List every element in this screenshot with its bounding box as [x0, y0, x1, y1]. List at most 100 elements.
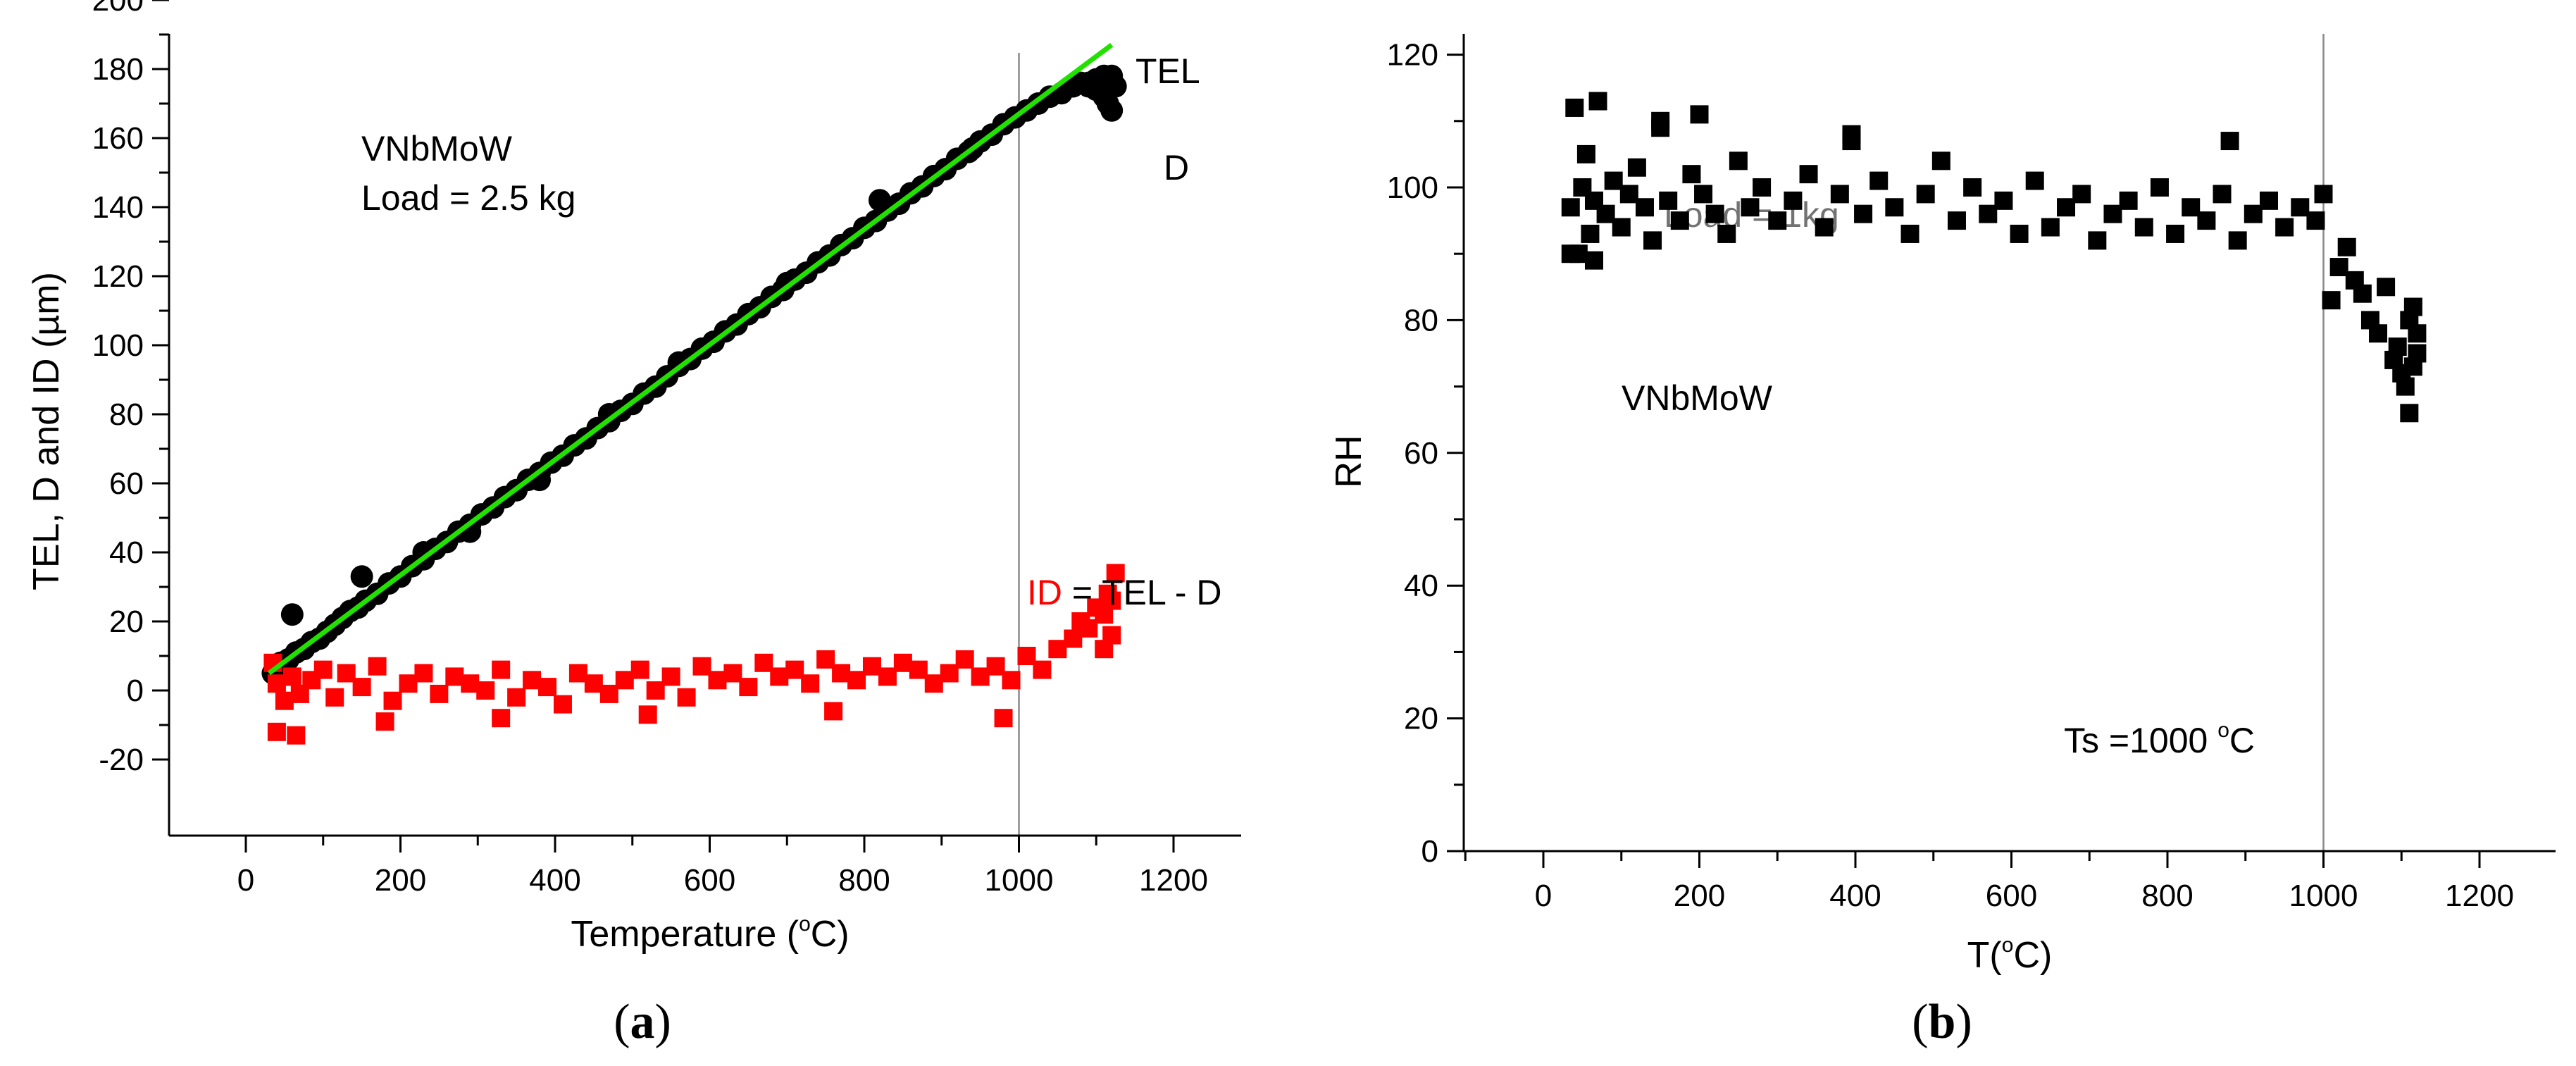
- data-point-id: [267, 674, 286, 693]
- data-point-id: [275, 691, 294, 710]
- data-point-id: [940, 664, 959, 683]
- data-point-id: [1064, 629, 1083, 648]
- data-point-rh: [2220, 132, 2239, 151]
- data-point-rh: [2314, 185, 2333, 204]
- x-tick-label: 0: [1535, 879, 1552, 913]
- data-point-rh: [1916, 185, 1935, 204]
- data-point-id: [492, 709, 511, 728]
- data-point-d: [350, 565, 373, 588]
- data-point-id: [723, 664, 742, 683]
- y-tick-label: 120: [1387, 38, 1438, 73]
- y-tick-label: 160: [92, 121, 144, 156]
- panel-a-chart: 0 200 400 600 800 1000 1200 -20 0 20 40 60 80 100 120 1…: [26, 0, 1241, 1049]
- data-point-rh: [1612, 218, 1631, 237]
- data-point-rh: [1596, 204, 1615, 223]
- data-point-rh: [1979, 204, 1998, 223]
- panel-b-chart: 0 200 400 600 800 1000 1200 0 20 40 60 80 100 120 Loa…: [1329, 34, 2556, 1049]
- data-point-id: [971, 667, 990, 686]
- panel-a-alloy-label: VNbMoW: [361, 129, 513, 168]
- panel-b-xlabel-degree: o: [2002, 934, 2014, 957]
- panel-a-caption-letter: a: [630, 995, 655, 1049]
- y-tick-label: 0: [1421, 834, 1438, 869]
- y-tick-label: 100: [1387, 171, 1438, 205]
- data-point-rh: [2388, 337, 2407, 357]
- data-point-rh: [2329, 258, 2348, 277]
- data-point-id: [1079, 619, 1098, 638]
- panel-b-ts-end: C: [2229, 721, 2255, 760]
- data-point-rh: [1900, 224, 1919, 243]
- data-point-rh: [1741, 198, 1760, 217]
- data-point-rh: [2088, 231, 2107, 250]
- data-point-id: [924, 674, 943, 693]
- panel-b-x-axis-title: T(oC): [1967, 934, 2053, 976]
- data-point-rh: [1694, 185, 1713, 204]
- data-point-id: [492, 660, 511, 679]
- x-tick-label: 600: [1986, 879, 2037, 913]
- data-point-rh: [1994, 191, 2013, 210]
- data-point-rh: [2337, 237, 2356, 256]
- data-point-id: [267, 722, 286, 741]
- data-point-rh: [2041, 218, 2060, 237]
- data-point-id: [1048, 640, 1067, 659]
- data-point-rh: [2353, 284, 2372, 303]
- data-point-id: [287, 726, 306, 745]
- x-tick-label: 1200: [1139, 863, 1208, 898]
- data-point-id: [523, 671, 542, 690]
- data-point-rh: [1690, 105, 1709, 124]
- data-point-id: [646, 681, 665, 700]
- data-point-id: [383, 691, 402, 710]
- data-point-rh: [1947, 211, 1966, 230]
- data-point-id: [661, 667, 680, 686]
- data-point-rh: [2377, 278, 2396, 297]
- data-point-id: [414, 664, 433, 683]
- data-point-d: [412, 541, 435, 564]
- data-point-id: [352, 678, 371, 697]
- panel-b-data-points: [1561, 92, 2427, 423]
- data-point-rh: [2396, 377, 2415, 396]
- data-point-rh: [1651, 118, 1670, 137]
- data-point-rh: [1604, 171, 1623, 190]
- y-tick-label: 100: [92, 328, 144, 363]
- data-point-rh: [2228, 231, 2247, 250]
- data-point-rh: [1581, 224, 1600, 243]
- data-point-id: [445, 667, 464, 686]
- data-point-id: [824, 702, 843, 721]
- data-point-id: [638, 705, 657, 724]
- panel-b-xlabel-main: T(: [1967, 935, 2003, 976]
- data-point-id: [847, 671, 866, 690]
- panel-a-axes: 0 200 400 600 800 1000 1200 -20 0 20 40 60 80 100 120 1…: [92, 0, 1241, 898]
- data-point-id: [584, 674, 603, 693]
- data-point-id: [708, 671, 727, 690]
- x-tick-label: 1200: [2445, 879, 2514, 913]
- data-point-rh: [2166, 224, 2185, 243]
- x-tick-label: 200: [375, 863, 426, 898]
- data-point-rh: [2275, 218, 2294, 237]
- data-point-id: [909, 660, 928, 679]
- panel-b-xlabel-end: C): [2013, 935, 2052, 976]
- y-tick-label: 180: [92, 52, 144, 87]
- data-point-rh: [1931, 151, 1950, 171]
- y-tick-label: 0: [127, 674, 144, 708]
- data-point-id: [1095, 640, 1114, 659]
- data-point-rh: [1729, 151, 1748, 171]
- y-tick-label: 60: [109, 466, 144, 501]
- data-point-id: [337, 664, 356, 683]
- data-point-rh: [1854, 204, 1873, 223]
- data-point-id: [368, 657, 387, 676]
- data-point-rh: [2134, 218, 2153, 237]
- data-point-rh: [2244, 204, 2263, 223]
- data-point-rh: [1842, 132, 1861, 151]
- y-tick-label: 80: [1404, 303, 1438, 337]
- data-point-id: [1106, 564, 1125, 583]
- data-point-rh: [2291, 198, 2310, 217]
- data-point-id: [785, 660, 804, 679]
- data-point-rh: [1815, 218, 1834, 237]
- panel-a-id-term: ID: [1027, 573, 1062, 612]
- data-point-rh: [2025, 171, 2044, 190]
- data-point-id: [1002, 671, 1021, 690]
- y-tick-label: 120: [92, 259, 144, 294]
- data-point-id: [754, 653, 773, 672]
- data-point-rh: [1784, 191, 1803, 210]
- data-point-rh: [2259, 191, 2278, 210]
- data-point-rh: [2213, 185, 2232, 204]
